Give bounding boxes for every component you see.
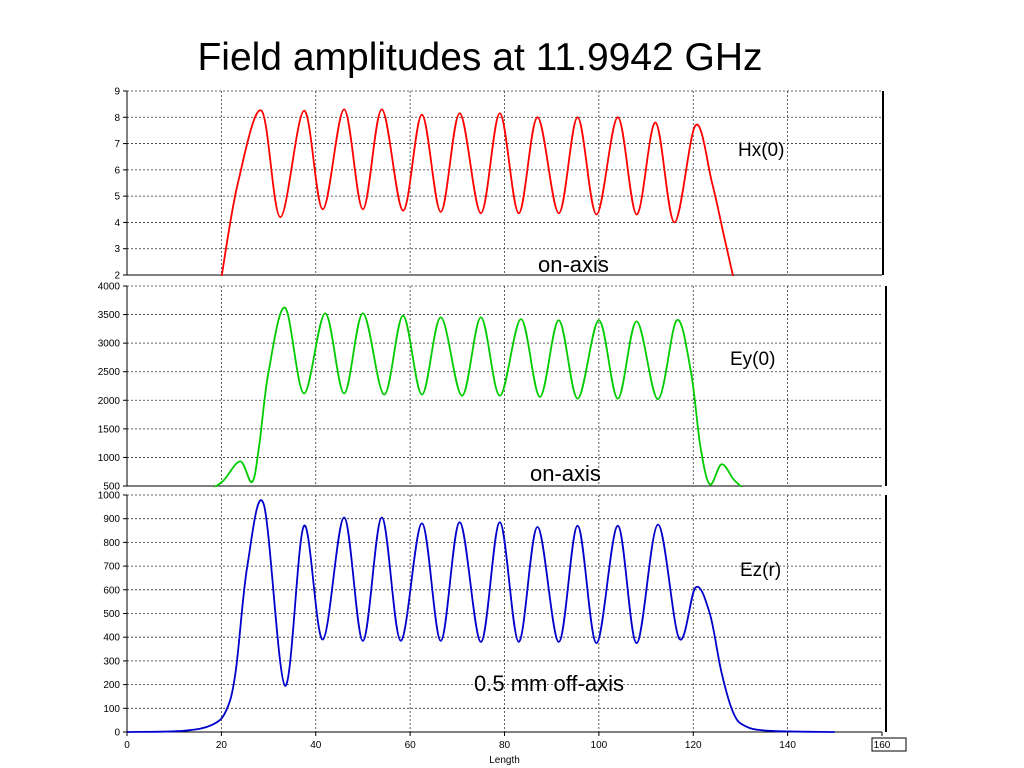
y-tick-label: 900 [103, 514, 120, 525]
annotation-label: on-axis [538, 252, 609, 277]
x-tick-label: 0 [124, 740, 130, 751]
y-tick-label: 6 [114, 165, 120, 176]
y-tick-label: 3000 [98, 339, 121, 350]
x-tick-label: 160 [874, 740, 891, 751]
y-tick-label: 3 [114, 244, 120, 255]
series-line-ey0 [213, 306, 743, 487]
y-tick-label: 2 [114, 271, 120, 282]
y-tick-label: 3500 [98, 310, 121, 321]
x-tick-label: 80 [499, 740, 511, 751]
y-tick-label: 8 [114, 113, 120, 124]
x-axis-label: Length [489, 755, 520, 766]
y-tick-label: 2000 [98, 396, 121, 407]
y-tick-label: 1000 [98, 453, 121, 464]
y-tick-label: 100 [103, 704, 120, 715]
y-tick-label: 4000 [98, 282, 121, 293]
x-tick-label: 40 [310, 740, 322, 751]
slide-title: Field amplitudes at 11.9942 GHz [197, 36, 763, 79]
x-tick-box [871, 737, 907, 752]
x-tick-label: 140 [779, 740, 796, 751]
annotation-label: on-axis [530, 461, 601, 486]
y-tick-label: 0 [114, 728, 120, 739]
annotation-label: 0.5 mm off-axis [474, 671, 624, 696]
y-tick-label: 700 [103, 562, 120, 573]
y-tick-label: 1500 [98, 424, 121, 435]
series-line-hx0 [220, 108, 734, 276]
y-tick-label: 400 [103, 633, 120, 644]
chart-panel-3: 01002003004005006007008009001000Ez(r)0.5… [98, 491, 907, 766]
y-tick-label: 500 [103, 482, 120, 493]
series-label: Hx(0) [738, 140, 784, 161]
y-tick-label: 200 [103, 680, 120, 691]
chart-panel-1: 2 3 4 5 6 7 8 9 Hx(0) on-axis [114, 87, 884, 282]
series-line-ezr [127, 499, 835, 733]
y-tick-label: 800 [103, 538, 120, 549]
x-tick-label: 60 [405, 740, 417, 751]
series-label: Ez(r) [740, 560, 781, 581]
y-tick-label: 7 [114, 139, 120, 150]
x-tick-label: 20 [216, 740, 228, 751]
y-tick-label: 4 [114, 218, 120, 229]
y-tick-label: 9 [114, 87, 120, 98]
y-tick-label: 600 [103, 585, 120, 596]
y-tick-label: 500 [103, 609, 120, 620]
x-tick-label: 120 [685, 740, 702, 751]
x-tick-label: 100 [591, 740, 608, 751]
series-label: Ey(0) [730, 349, 775, 370]
y-tick-label: 5 [114, 192, 120, 203]
y-tick-label: 2500 [98, 367, 121, 378]
y-tick-label: 1000 [98, 491, 121, 502]
chart-panel-2: 500 1000 1500 2000 2500 3000 3500 4000 Ey(0) on-a… [98, 282, 887, 493]
y-tick-label: 300 [103, 656, 120, 667]
